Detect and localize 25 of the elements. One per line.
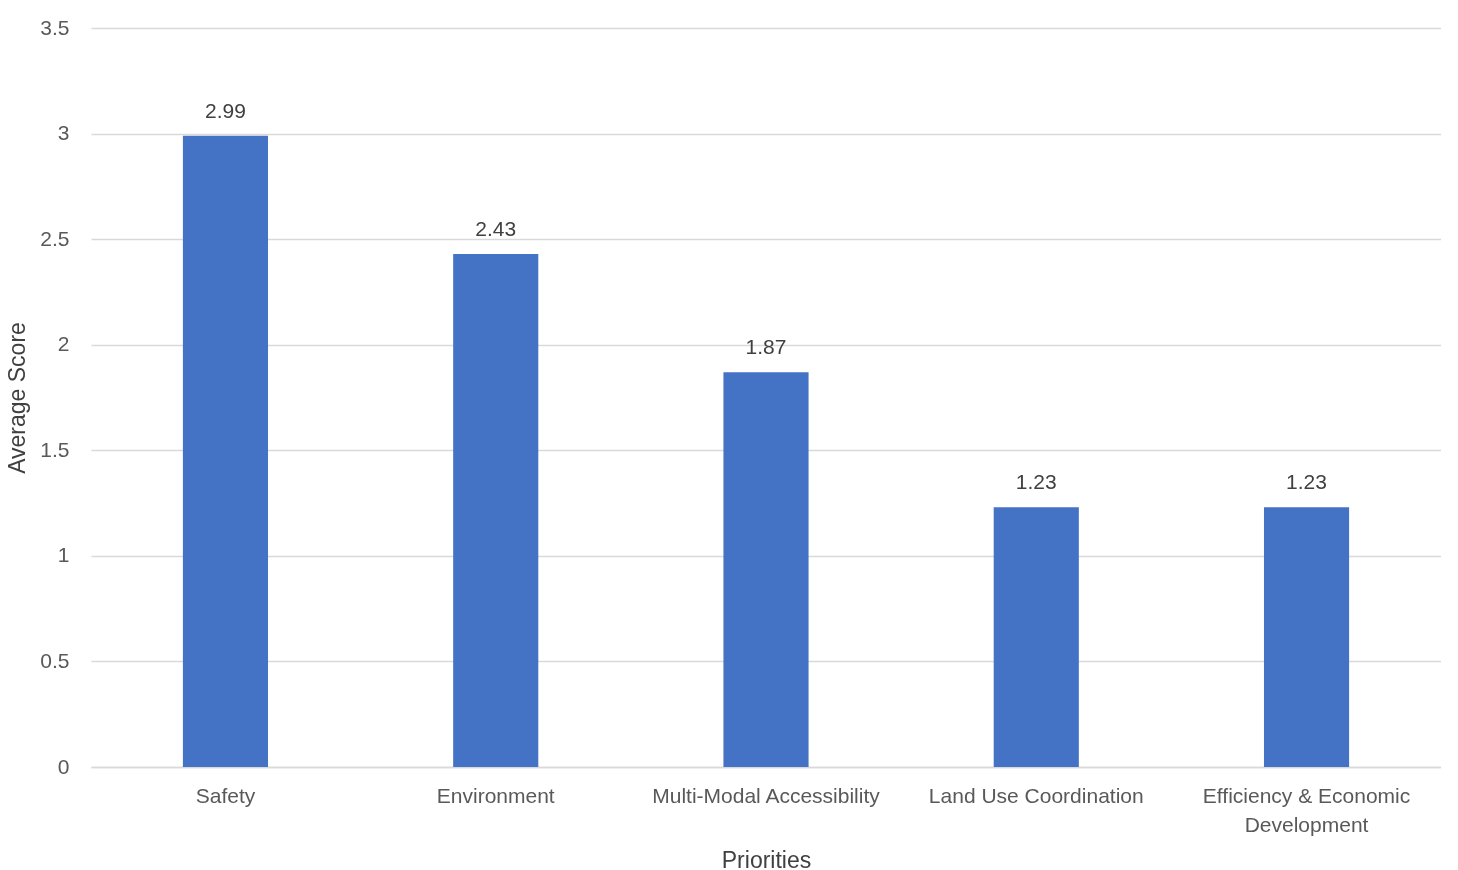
y-tick-label: 3.5 xyxy=(40,15,70,39)
data-label: 1.87 xyxy=(745,335,787,359)
data-label: 1.23 xyxy=(1286,470,1327,494)
y-axis-title: Average Score xyxy=(4,322,31,474)
y-tick-label: 1 xyxy=(57,543,70,567)
bar xyxy=(182,135,269,767)
data-label: 1.23 xyxy=(1015,470,1057,494)
y-tick-label: 3 xyxy=(57,121,70,145)
x-tick-label: Environment xyxy=(436,783,555,807)
x-tick-label: Efficiency & Economic Development xyxy=(1202,783,1411,836)
y-tick-label: 0 xyxy=(57,754,70,778)
x-tick-label: Safety xyxy=(195,783,256,807)
x-axis-title: Priorities xyxy=(721,846,812,870)
x-tick-label: Land Use Coordination xyxy=(928,783,1144,807)
bar xyxy=(723,372,809,767)
data-label: 2.43 xyxy=(475,216,517,240)
data-label: 2.99 xyxy=(205,98,246,122)
bar xyxy=(993,507,1079,767)
bar xyxy=(1263,507,1350,767)
y-tick-label: 2.5 xyxy=(40,226,70,250)
y-tick-label: 2 xyxy=(57,332,70,356)
x-tick-label: Multi-Modal Accessibility xyxy=(652,783,881,807)
bar xyxy=(453,253,539,767)
y-tick-label: 1.5 xyxy=(40,437,70,461)
y-tick-label: 0.5 xyxy=(40,648,70,672)
